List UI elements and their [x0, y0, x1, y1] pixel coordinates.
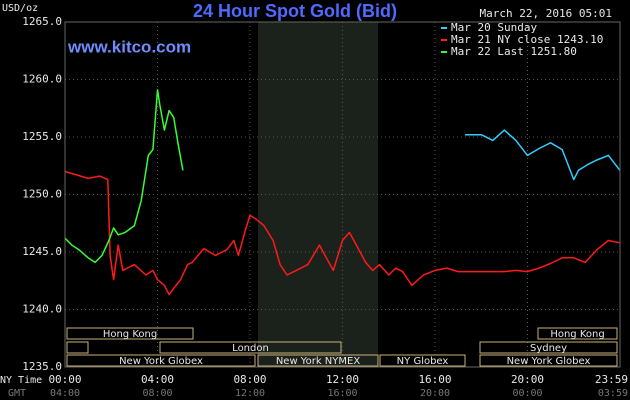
x-tick-label: 12:00	[326, 373, 359, 386]
session-label: NY Globex	[397, 356, 449, 367]
session-box	[479, 354, 618, 367]
x-tick-label: 04:00	[141, 373, 174, 386]
session-box	[66, 327, 194, 340]
session-label: London	[232, 343, 269, 354]
sessions: Hong Kong Hong Kong London Sydney New York G…	[66, 327, 618, 367]
x-tick-label-gmt: 04:00	[50, 388, 80, 399]
x-tick-label-gmt: 08:00	[142, 388, 172, 399]
session-label: Sydney	[530, 343, 567, 354]
y-tick-label: 1240.0	[22, 303, 62, 316]
session-label: New York Globex	[507, 356, 591, 367]
session-box	[479, 341, 618, 354]
session-box	[66, 354, 256, 367]
session-label: Hong Kong	[550, 329, 604, 340]
plot-frame	[64, 21, 621, 368]
timestamp: March 22, 2016 05:01	[480, 7, 612, 20]
legend-label: Mar 20 Sunday	[451, 21, 537, 34]
x-tick-label: 00:00	[48, 373, 81, 386]
y-tick-label: 1255.0	[22, 130, 62, 143]
session-box	[537, 327, 618, 340]
x-label-gmt: GMT	[8, 388, 26, 399]
session-box	[159, 341, 342, 354]
x-tick-label-gmt: 00:00	[512, 388, 542, 399]
y-tick-label: 1250.0	[22, 188, 62, 201]
x-tick-label: 16:00	[418, 373, 451, 386]
session-box	[66, 341, 89, 354]
session-label: New York Globex	[119, 356, 203, 367]
x-tick-label-gmt: 16:00	[327, 388, 357, 399]
x-tick-label-gmt: 20:00	[420, 388, 450, 399]
x-tick-label: 20:00	[511, 373, 544, 386]
legend-label: Mar 22 Last 1251.80	[451, 45, 577, 58]
x-tick-label-gmt: 03:59	[598, 388, 628, 399]
y-tick-label: 1260.0	[22, 73, 62, 86]
plot	[64, 89, 621, 296]
session-box	[257, 354, 379, 367]
chart-title: 24 Hour Spot Gold (Bid)	[193, 1, 397, 21]
x-tick-label-gmt: 12:00	[235, 388, 265, 399]
watermark: www.kitco.com	[67, 37, 191, 56]
session-box	[379, 354, 466, 367]
y-tick-label: 1235.0	[22, 360, 62, 373]
series-line	[64, 170, 621, 296]
y-tick-label: 1245.0	[22, 245, 62, 258]
session-label: New York NYMEX	[276, 356, 361, 367]
series-line	[465, 129, 621, 181]
x-tick-label: 08:00	[233, 373, 266, 386]
legend-label: Mar 21 NY close 1243.10	[451, 33, 603, 46]
y-tick-label: 1265.0	[22, 15, 62, 28]
y-axis-label: USD/oz	[2, 3, 38, 14]
x-label-ny: NY Time	[0, 375, 42, 386]
series-line	[64, 89, 184, 264]
x-tick-label: 23:59	[595, 373, 628, 386]
session-label: Hong Kong	[103, 329, 157, 340]
